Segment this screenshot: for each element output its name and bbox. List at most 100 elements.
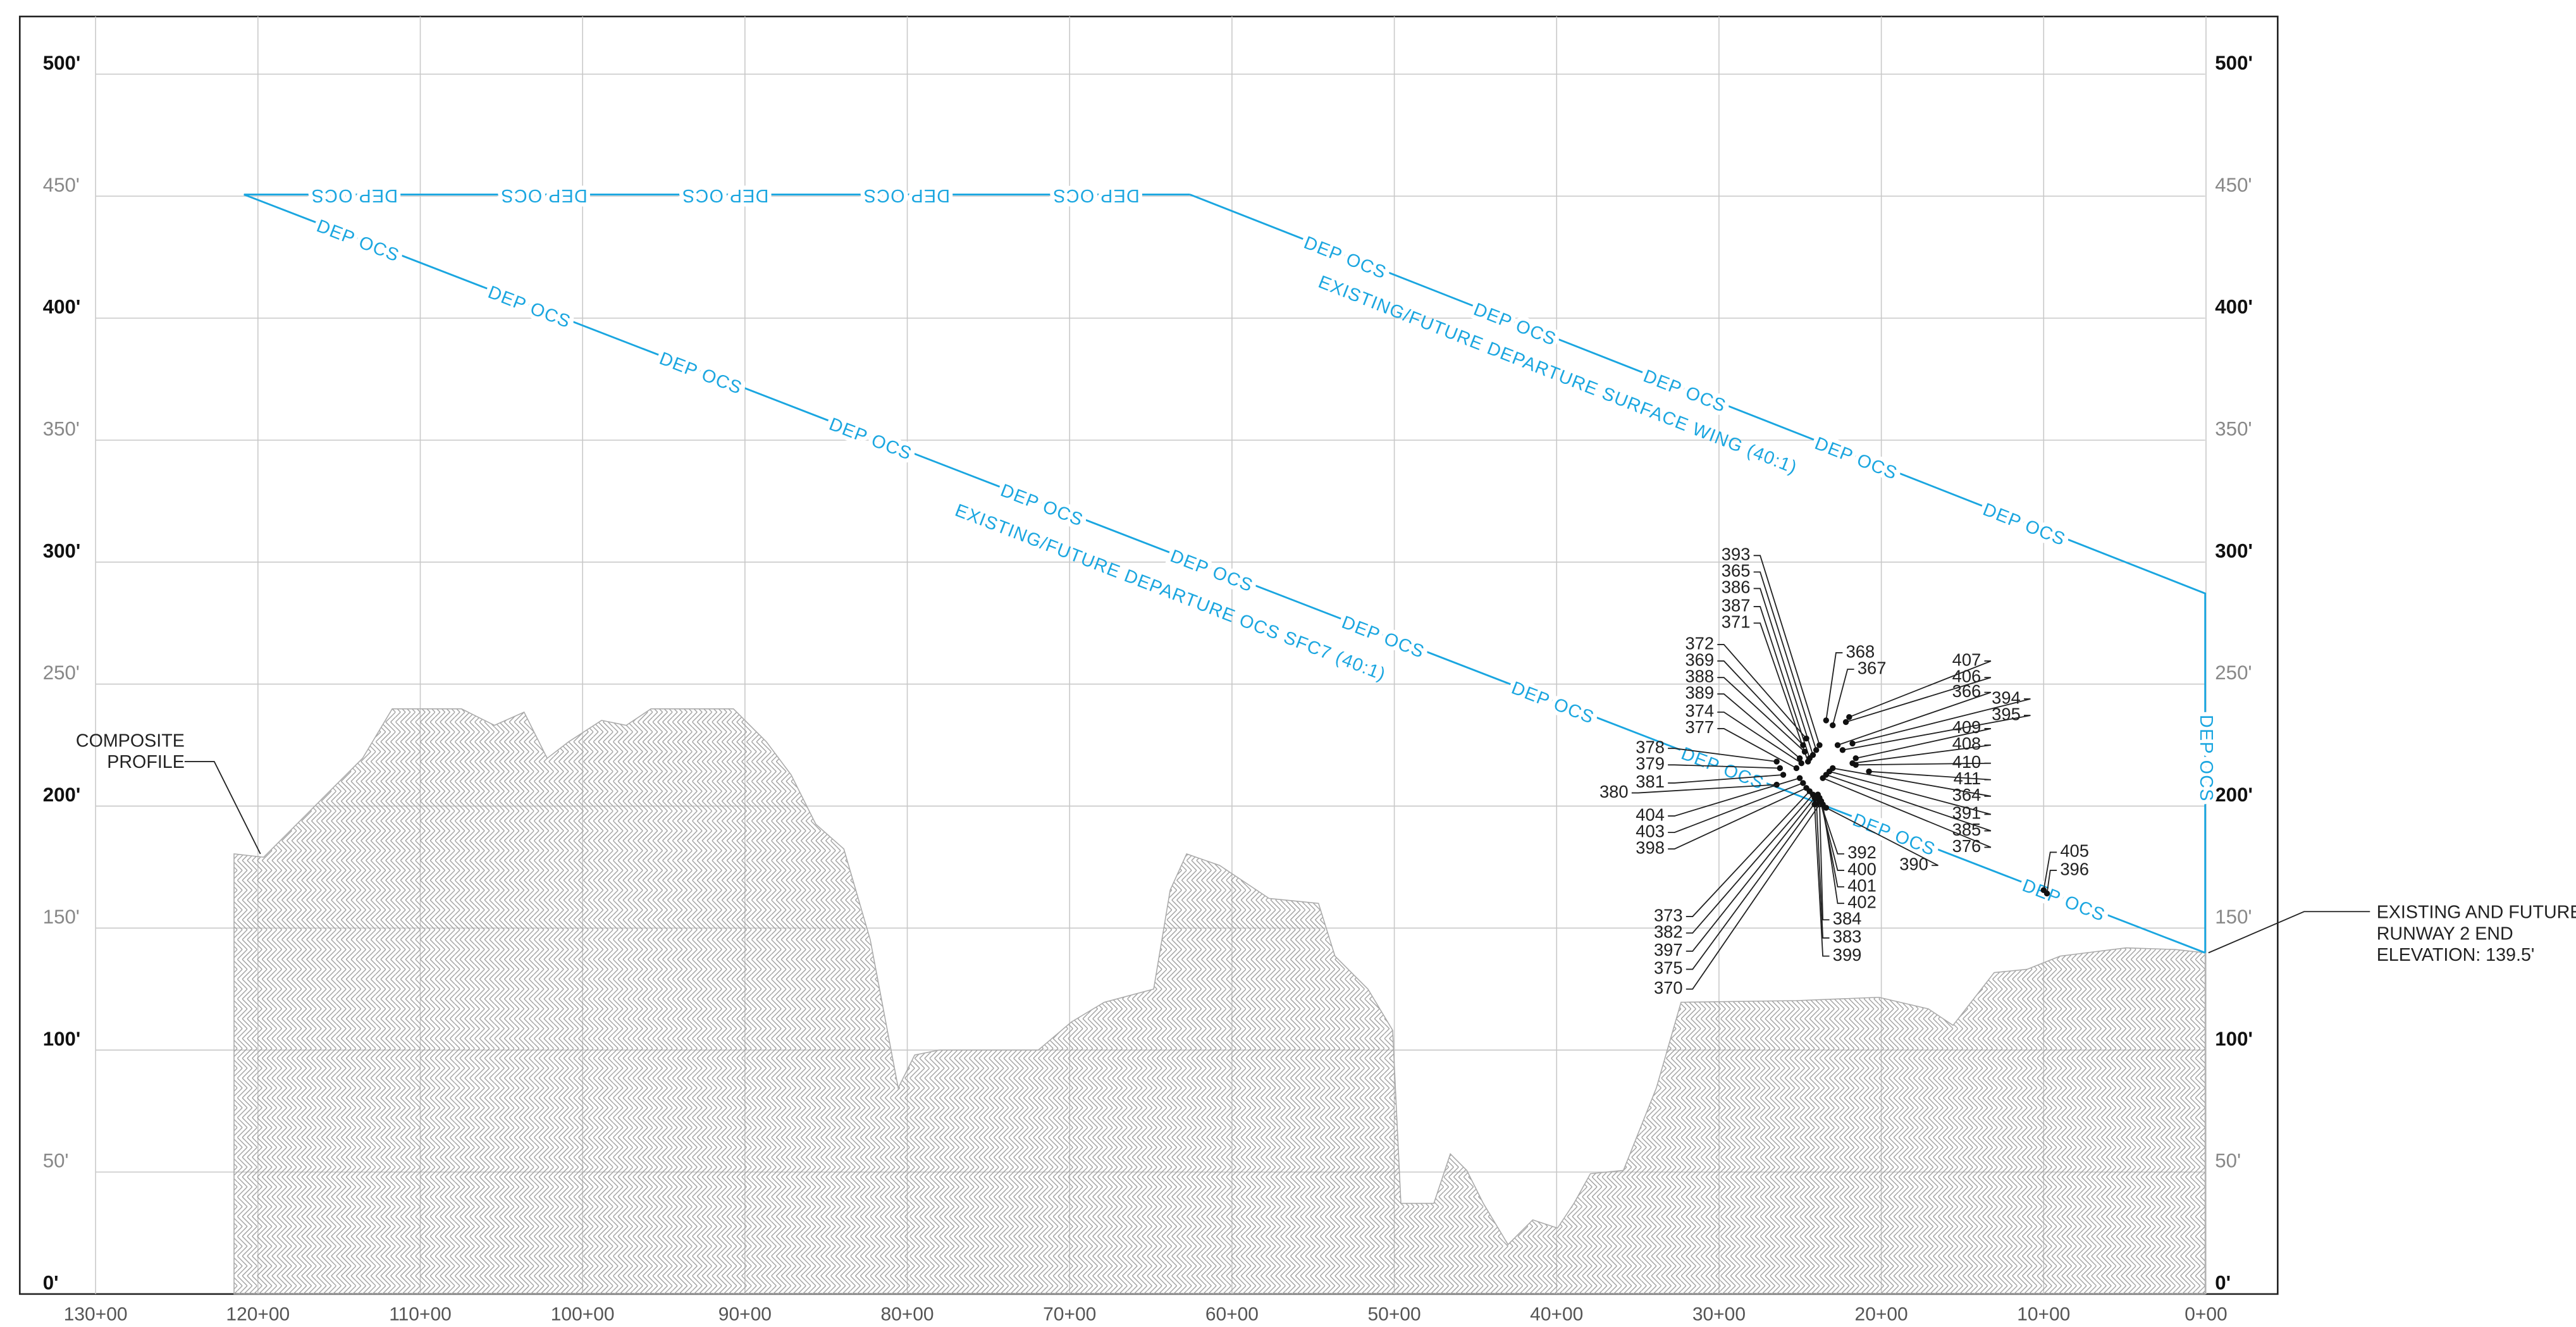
surface-label: DEP OCS — [2196, 715, 2216, 802]
elevation-label: 300' — [43, 540, 81, 562]
runway-note: ELEVATION: 139.5' — [2377, 945, 2535, 965]
station-label: 50+00 — [1368, 1304, 1421, 1325]
obstruction-point — [1800, 742, 1806, 748]
obstruction-point — [1811, 801, 1818, 808]
elevation-label: 0' — [2215, 1272, 2231, 1294]
obstruction-point — [1866, 768, 1872, 775]
obstruction-leader — [1818, 801, 1830, 921]
obstruction-label: 400 — [1847, 859, 1877, 879]
obstruction-label: 368 — [1846, 641, 1875, 661]
obstruction-label: 403 — [1636, 821, 1665, 841]
station-label: 70+00 — [1043, 1304, 1096, 1325]
obstruction-label: 408 — [1952, 734, 1981, 753]
obstruction-point — [1801, 748, 1808, 755]
obstruction-label: 378 — [1636, 737, 1665, 756]
obstruction-point — [1852, 755, 1859, 762]
obstruction-label: 375 — [1654, 958, 1683, 978]
obstruction-label: 367 — [1858, 658, 1887, 677]
elevation-label: 300' — [2215, 540, 2253, 562]
obstruction-leader — [1822, 804, 1844, 904]
surface-wing-line — [1189, 194, 2207, 953]
obstruction-point — [1796, 755, 1803, 762]
obstruction-leader — [1753, 555, 1820, 746]
obstruction-leader — [1668, 764, 1780, 769]
obstruction-point — [1803, 735, 1809, 742]
obstruction-label: 366 — [1952, 681, 1981, 701]
obstruction-label: 390 — [1899, 854, 1928, 873]
obstruction-label: 409 — [1952, 717, 1981, 737]
obstruction-label: 410 — [1952, 752, 1981, 772]
elevation-label: 200' — [2215, 784, 2253, 806]
obstruction-leader — [1856, 762, 1991, 766]
station-label: 130+00 — [64, 1304, 128, 1325]
obstruction-leader — [1852, 698, 2031, 744]
surface-label: DEP OCS — [682, 185, 769, 206]
obstruction-label: 386 — [1722, 577, 1751, 597]
obstruction-leader — [1753, 606, 1811, 759]
obstruction-label: 385 — [1952, 820, 1981, 839]
obstruction-point — [1849, 740, 1856, 747]
elevation-label: 100' — [43, 1028, 81, 1050]
obstruction-label: 399 — [1833, 945, 1862, 965]
obstruction-label: 387 — [1722, 595, 1751, 615]
elevation-label: 50' — [43, 1150, 69, 1172]
obstruction-leader — [1668, 782, 1804, 834]
obstruction-label: 395 — [1992, 704, 2021, 724]
obstruction-point — [1798, 760, 1804, 767]
station-label: 0+00 — [2185, 1304, 2227, 1325]
elevation-label: 250' — [43, 662, 80, 684]
obstruction-label: 381 — [1636, 772, 1665, 791]
obstruction-label: 365 — [1722, 561, 1751, 581]
obstruction-label: 404 — [1636, 805, 1665, 824]
station-label: 80+00 — [880, 1304, 934, 1325]
profile-note: PROFILE — [107, 752, 185, 772]
runway-note: EXISTING AND FUTURE — [2377, 902, 2576, 922]
obstruction-leader — [1685, 797, 1815, 952]
obstruction-point — [1777, 765, 1784, 772]
obstruction-leader — [1685, 804, 1820, 990]
station-label: 120+00 — [226, 1304, 290, 1325]
obstruction-label: 397 — [1654, 940, 1683, 960]
obstruction-leader — [1717, 660, 1804, 746]
elevation-label: 150' — [43, 906, 80, 928]
obstruction-leader — [1631, 784, 1777, 794]
obstruction-leader — [1717, 711, 1802, 764]
elevation-label: 350' — [43, 417, 80, 440]
station-label: 30+00 — [1692, 1304, 1746, 1325]
obstruction-label: 407 — [1952, 650, 1981, 669]
obstruction-label: 384 — [1833, 908, 1862, 928]
obstruction-leader — [1829, 770, 1992, 815]
obstruction-leader — [1822, 777, 1992, 848]
station-label: 10+00 — [2017, 1304, 2070, 1325]
obstruction-label: 380 — [1599, 782, 1629, 801]
obstruction-leader — [1668, 777, 1800, 817]
obstruction-leader — [1814, 804, 1830, 957]
obstruction-point — [1852, 762, 1859, 768]
obstruction-point — [1793, 765, 1800, 772]
elevation-label: 450' — [43, 174, 80, 196]
elevation-label: 150' — [2215, 906, 2252, 928]
elevation-label: 0' — [43, 1272, 59, 1294]
obstruction-label: 411 — [1954, 768, 1981, 788]
obstruction-label: 398 — [1636, 837, 1665, 857]
elevation-label: 450' — [2215, 174, 2252, 196]
elevation-label: 400' — [2215, 296, 2253, 318]
obstruction-label: 371 — [1722, 612, 1751, 631]
elevation-label: 100' — [2215, 1028, 2253, 1050]
obstruction-leader — [1717, 693, 1801, 759]
obstruction-leader — [1815, 798, 1830, 939]
obstruction-leader — [1753, 571, 1817, 751]
obstruction-point — [1773, 758, 1780, 765]
obstruction-point — [1796, 775, 1803, 781]
obstruction-leader — [1717, 677, 1806, 753]
obstruction-leader — [1753, 588, 1814, 755]
obstruction-leader — [1849, 660, 1992, 718]
obstruction-point — [1816, 742, 1823, 748]
obstruction-label: 382 — [1654, 922, 1683, 941]
obstruction-point — [2043, 890, 2050, 897]
obstruction-leader — [1685, 791, 1810, 917]
obstruction-point — [1813, 747, 1820, 753]
obstruction-leader — [1842, 715, 2031, 751]
